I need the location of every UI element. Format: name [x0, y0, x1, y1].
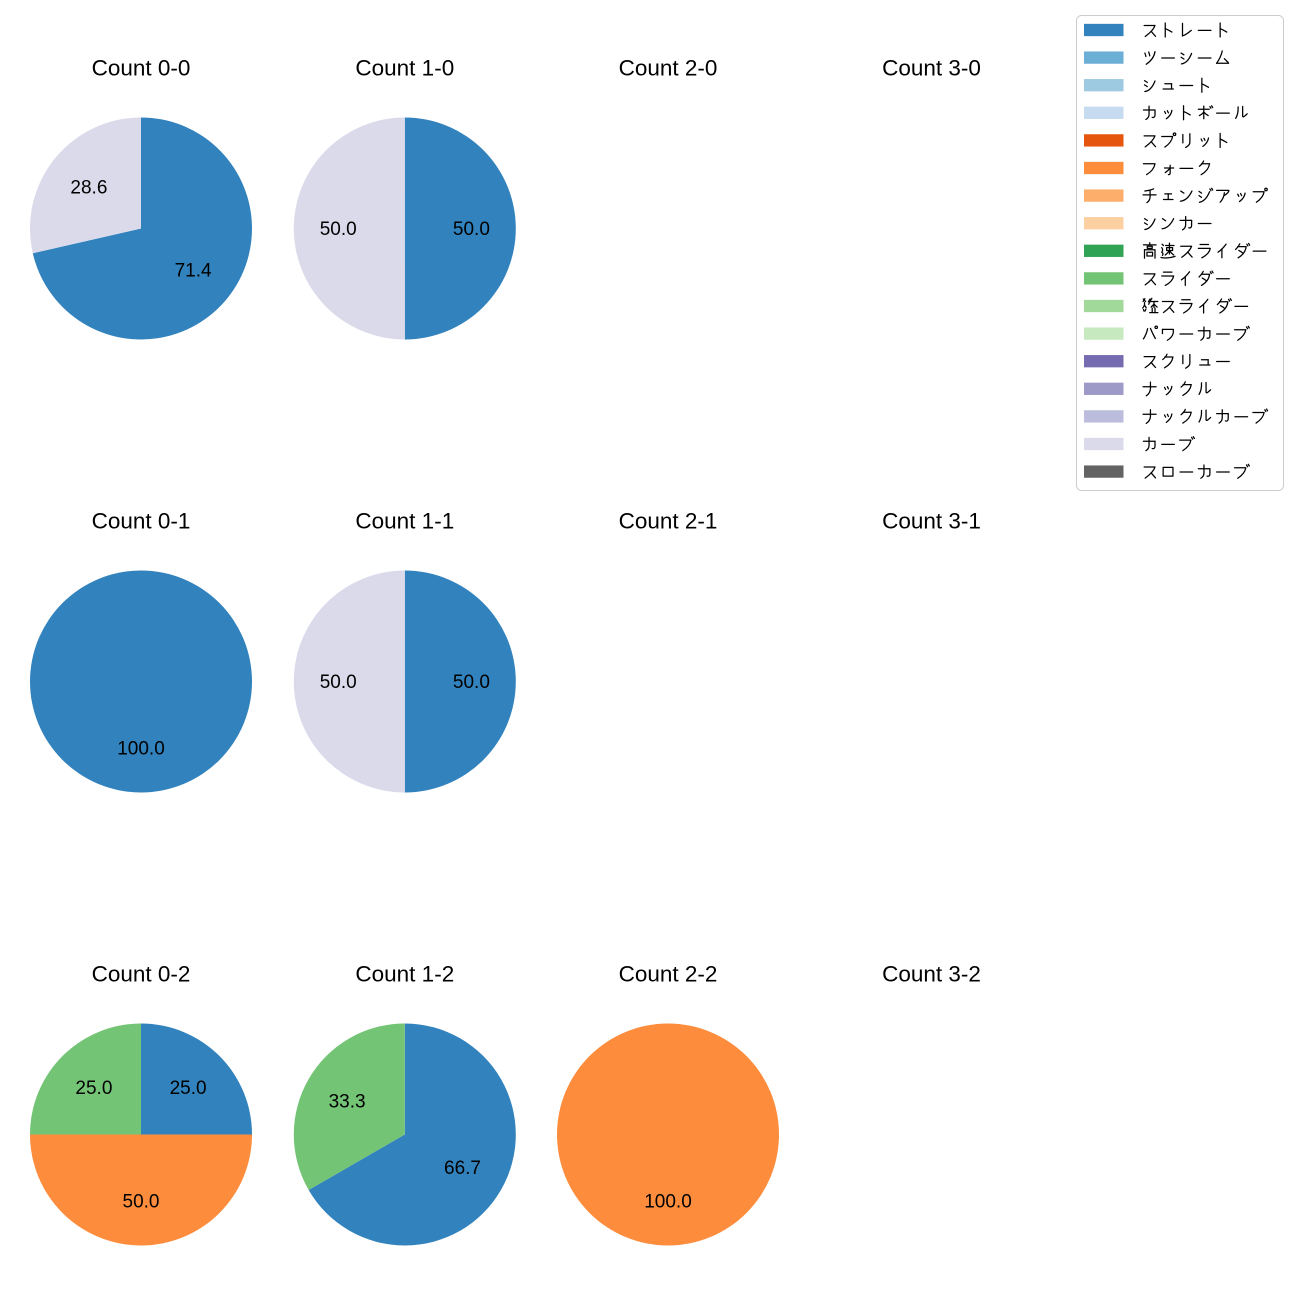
- svg-text:100.0: 100.0: [644, 1192, 692, 1213]
- svg-text:Count 0-0: Count 0-0: [92, 56, 191, 81]
- svg-text:Count 1-2: Count 1-2: [355, 962, 454, 987]
- svg-text:Count 2-0: Count 2-0: [619, 56, 718, 81]
- svg-text:66.7: 66.7: [444, 1158, 481, 1179]
- svg-text:33.3: 33.3: [329, 1092, 366, 1113]
- svg-text:Count 3-1: Count 3-1: [882, 509, 981, 534]
- svg-text:50.0: 50.0: [453, 672, 490, 693]
- svg-text:25.0: 25.0: [170, 1078, 207, 1099]
- svg-text:Count 1-0: Count 1-0: [355, 56, 454, 81]
- svg-text:28.6: 28.6: [70, 177, 107, 198]
- svg-text:50.0: 50.0: [320, 219, 357, 240]
- svg-text:Count 2-2: Count 2-2: [619, 962, 718, 987]
- svg-text:Count 3-0: Count 3-0: [882, 56, 981, 81]
- svg-text:100.0: 100.0: [117, 739, 165, 760]
- svg-text:Count 1-1: Count 1-1: [355, 509, 454, 534]
- svg-text:50.0: 50.0: [123, 1192, 160, 1213]
- svg-text:25.0: 25.0: [75, 1078, 112, 1099]
- svg-text:71.4: 71.4: [175, 260, 212, 281]
- svg-text:50.0: 50.0: [320, 672, 357, 693]
- svg-text:Count 3-2: Count 3-2: [882, 962, 981, 987]
- svg-text:50.0: 50.0: [453, 219, 490, 240]
- svg-text:Count 0-1: Count 0-1: [92, 509, 191, 534]
- svg-text:Count 0-2: Count 0-2: [92, 962, 191, 987]
- svg-text:Count 2-1: Count 2-1: [619, 509, 718, 534]
